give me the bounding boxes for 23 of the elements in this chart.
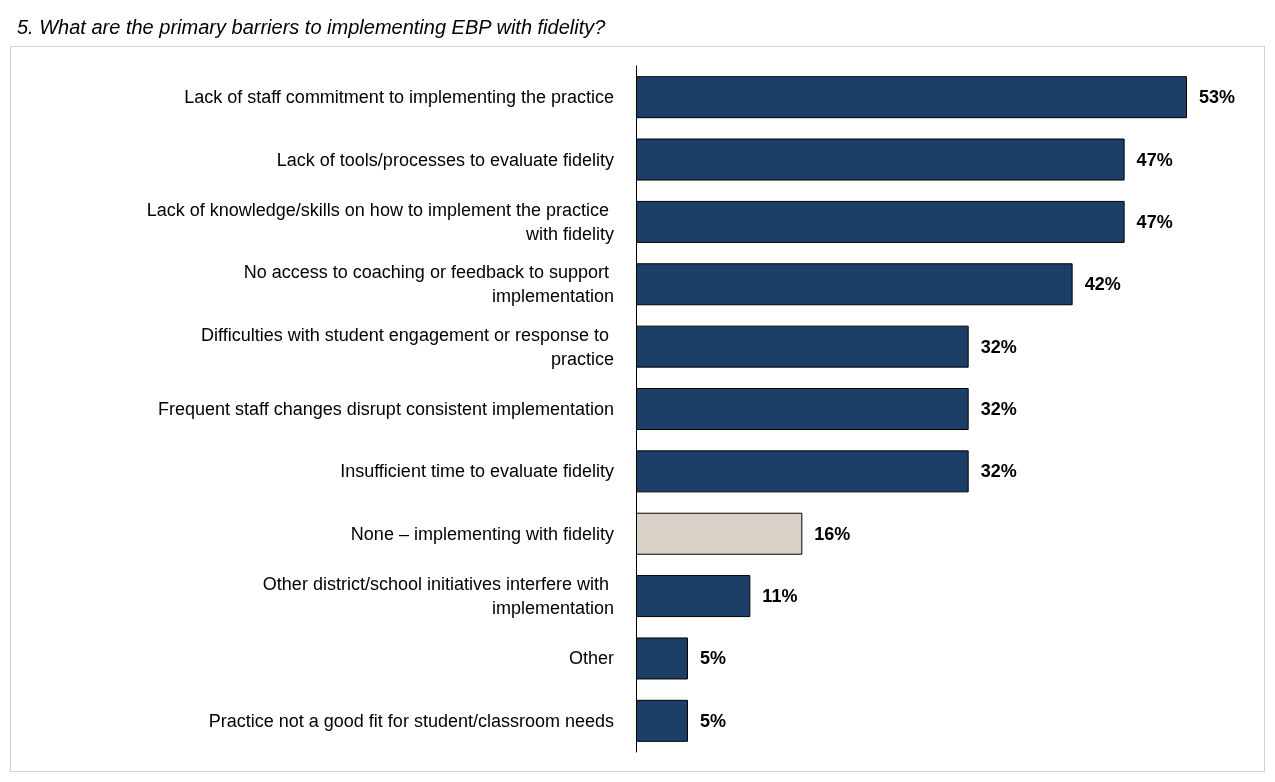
data-label: 11%: [762, 586, 798, 607]
data-label: 32%: [980, 461, 1017, 482]
data-label: 16%: [814, 523, 851, 544]
y-tick-label: Lack of knowledge/skills on how to implement the practice with fidelity: [146, 199, 614, 244]
text: 5. What are the primary barriers to implementing EBP with fidelity?: [17, 16, 607, 38]
data-label: 47%: [1136, 211, 1173, 232]
data-label: 32%: [980, 399, 1017, 419]
y-tick-label: Other district/school initiatives interfere with implementation: [262, 574, 614, 619]
y-tick-label: Lack of staff commitment to implementing the practice: [184, 87, 614, 108]
y-tick-label: Lack of tools/processes to evaluate fidelity: [276, 149, 614, 170]
y-tick-label: None – implementing with fidelity: [350, 523, 614, 544]
y-tick-label: Frequent staff changes disrupt consistent implementation: [158, 399, 614, 419]
data-label: 42%: [1084, 274, 1121, 295]
y-tick-label: No access to coaching or feedback to support implementation: [243, 262, 614, 307]
y-tick-label: Practice not a good fit for student/classroom needs: [208, 710, 614, 731]
data-label: 53%: [1199, 87, 1236, 108]
y-tick-label: Other: [568, 648, 614, 669]
y-tick-label: Insufficient time to evaluate fidelity: [340, 461, 614, 482]
data-label: 5%: [699, 710, 726, 731]
y-tick-label: Difficulties with student engagement or response to practice: [201, 324, 614, 369]
data-label: 47%: [1136, 149, 1173, 170]
data-label: 5%: [699, 648, 726, 669]
data-label: 32%: [980, 336, 1017, 357]
